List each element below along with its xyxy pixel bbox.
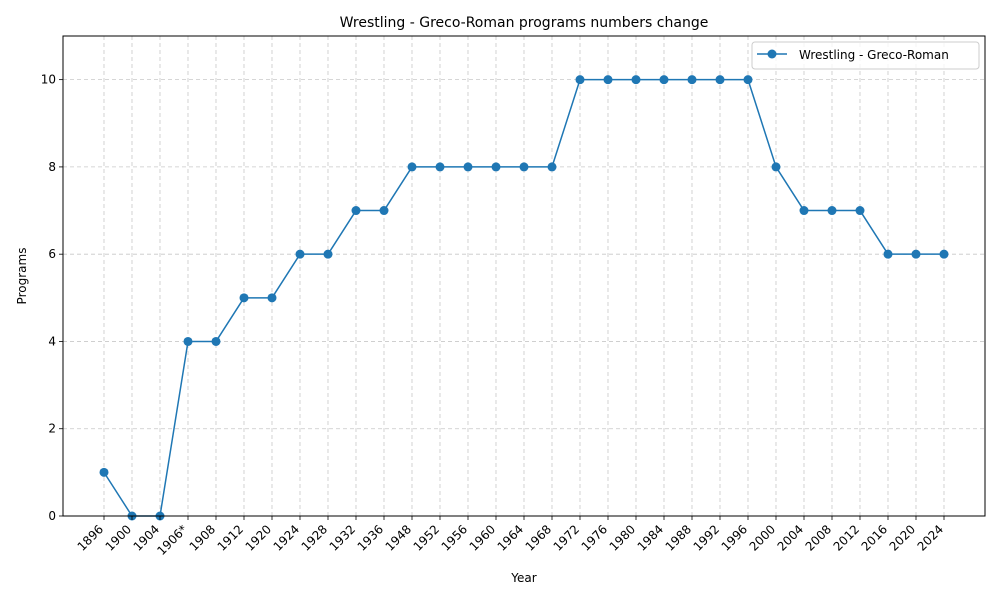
data-point	[855, 206, 865, 216]
y-tick-label: 0	[48, 509, 56, 523]
data-point	[631, 75, 641, 85]
data-point	[407, 162, 417, 172]
data-point	[911, 249, 921, 259]
data-point	[211, 336, 221, 346]
y-tick-label: 4	[48, 334, 56, 348]
legend-label: Wrestling - Greco-Roman	[799, 48, 949, 62]
data-point	[715, 75, 725, 85]
data-point	[883, 249, 893, 259]
y-tick-label: 6	[48, 247, 56, 261]
x-axis-title: Year	[510, 571, 536, 585]
legend-box	[751, 41, 980, 70]
data-point	[99, 467, 109, 477]
data-point	[771, 162, 781, 172]
y-tick-label: 2	[48, 422, 56, 436]
data-point	[295, 249, 305, 259]
data-point	[351, 206, 361, 216]
legend-marker-swatch	[767, 49, 777, 59]
data-point	[323, 249, 333, 259]
data-point	[267, 293, 277, 303]
data-point	[743, 75, 753, 85]
data-point	[687, 75, 697, 85]
data-point	[379, 206, 389, 216]
data-point	[519, 162, 529, 172]
data-point	[827, 206, 837, 216]
data-point	[435, 162, 445, 172]
data-point	[603, 75, 613, 85]
data-point	[799, 206, 809, 216]
chart-title: Wrestling - Greco-Roman programs numbers…	[340, 15, 709, 31]
data-point	[491, 162, 501, 172]
data-point	[939, 249, 949, 259]
data-point	[547, 162, 557, 172]
y-tick-label: 10	[41, 73, 56, 87]
data-point	[659, 75, 669, 85]
data-point	[463, 162, 473, 172]
grid-lines	[63, 36, 985, 517]
legend: Wrestling - Greco-Roman	[751, 41, 980, 70]
y-axis-title: Programs	[15, 248, 29, 305]
data-point	[239, 293, 249, 303]
data-point	[183, 336, 193, 346]
series-layer	[99, 75, 949, 521]
y-tick-label: 8	[48, 160, 56, 174]
y-axis: 0 2 4 6 8 10	[41, 73, 63, 523]
data-point	[575, 75, 585, 85]
